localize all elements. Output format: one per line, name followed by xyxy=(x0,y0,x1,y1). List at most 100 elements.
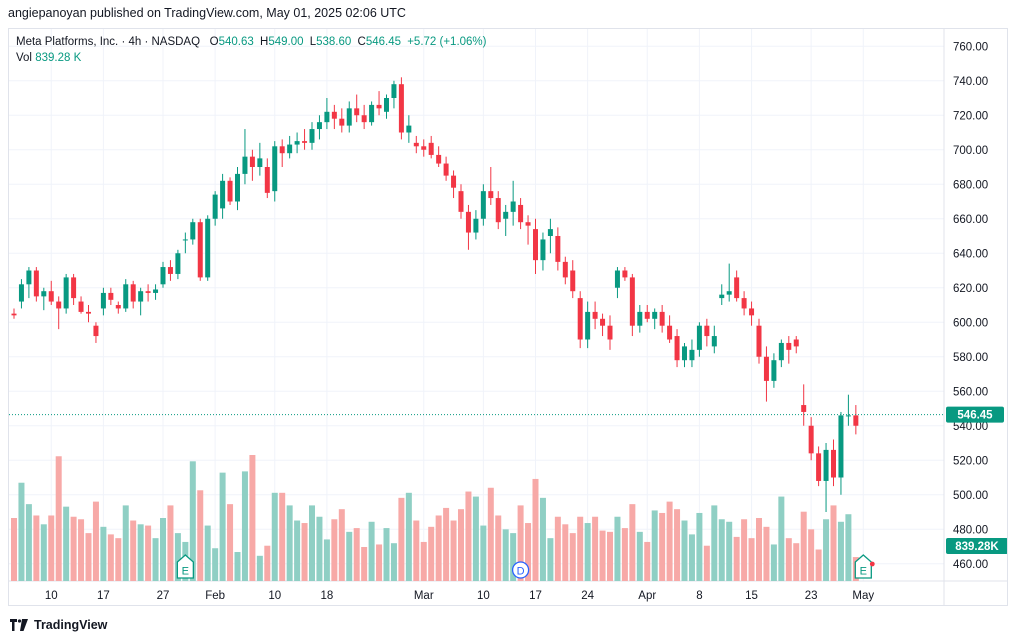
y-tick-label: 600.00 xyxy=(953,317,988,329)
candle-body xyxy=(428,142,434,155)
x-tick-label: 23 xyxy=(805,590,818,602)
publish-line: angiepanoyan published on TradingView.co… xyxy=(8,6,406,20)
candle-body xyxy=(220,180,226,209)
legend-symbol[interactable]: Meta Platforms, Inc. · 4h · NASDAQ xyxy=(16,36,201,48)
candle-body xyxy=(339,118,345,126)
last-price-tag xyxy=(946,406,1004,423)
volume-bar xyxy=(48,515,55,581)
candle-body xyxy=(540,239,546,261)
volume-bar xyxy=(577,516,584,581)
legend-vol-label: Vol xyxy=(16,52,32,64)
volume-bar xyxy=(137,524,144,581)
candle-body xyxy=(56,301,62,309)
y-tick-label: 740.00 xyxy=(953,76,988,88)
volume-bar xyxy=(390,543,397,581)
footer-brand[interactable]: TradingView xyxy=(10,618,107,632)
volume-bar xyxy=(413,520,420,581)
candle-body xyxy=(577,298,583,340)
volume-bar xyxy=(331,519,338,581)
y-tick-label: 620.00 xyxy=(953,283,988,295)
candle-body xyxy=(123,284,129,309)
candle-body xyxy=(86,311,91,314)
volume-bar xyxy=(316,516,323,581)
candle-body xyxy=(249,156,255,167)
candle-body xyxy=(704,325,710,337)
candle-body xyxy=(510,201,516,212)
candle-body xyxy=(823,449,829,481)
volume-bar xyxy=(338,509,345,581)
price-chart[interactable]: 460.00 480.00 500.00 520.00 540.00 560.00 580.… xyxy=(9,29,1007,605)
volume-bar xyxy=(703,545,710,581)
x-tick-label: Apr xyxy=(638,590,656,602)
volume-bar xyxy=(63,506,70,581)
y-tick-label: 500.00 xyxy=(953,490,988,502)
y-tick-label: 640.00 xyxy=(953,248,988,260)
legend-symbol-row: Meta Platforms, Inc. · 4h · NASDAQ O540.… xyxy=(16,34,489,50)
volume-tag-label: 839.28K xyxy=(955,541,999,553)
candle-body xyxy=(48,291,54,302)
candle-body xyxy=(696,325,702,350)
volume-bar xyxy=(122,505,129,581)
candle-body xyxy=(674,336,680,361)
volume-bar xyxy=(435,515,442,581)
volume-bar xyxy=(756,518,762,581)
candle-body xyxy=(257,158,263,167)
candle-body xyxy=(212,194,218,219)
x-tick-label: 17 xyxy=(529,590,542,602)
volume-bar xyxy=(160,518,166,581)
earnings-marker[interactable]: E xyxy=(854,554,872,579)
volume-bar xyxy=(40,524,47,581)
candle-body xyxy=(771,360,777,381)
candle-body xyxy=(26,270,32,285)
volume-bar xyxy=(659,512,666,581)
volume-bar xyxy=(465,491,472,581)
candle-body xyxy=(100,292,106,309)
candle-body xyxy=(652,311,658,319)
volume-tag xyxy=(946,538,1007,554)
candle-body xyxy=(488,191,494,199)
volume-bar xyxy=(78,519,85,581)
volume-bar xyxy=(204,525,211,581)
footer-brand-label: TradingView xyxy=(34,618,108,632)
candle-body xyxy=(115,305,121,309)
candle-body xyxy=(160,267,166,285)
volume-bar xyxy=(741,519,748,581)
candle-body xyxy=(607,325,613,340)
volume-bar xyxy=(264,545,271,581)
volume-bar xyxy=(420,541,427,581)
y-tick-label: 720.00 xyxy=(953,110,988,122)
event-marker-label: D xyxy=(517,566,525,578)
volume-bar xyxy=(666,501,673,581)
volume-bar xyxy=(443,507,450,581)
volume-bar xyxy=(115,538,122,581)
volume-bar xyxy=(197,490,204,581)
dividend-marker[interactable]: D xyxy=(511,561,530,579)
candle-body xyxy=(741,298,747,309)
event-alert-dot xyxy=(869,561,875,567)
candle-body xyxy=(547,229,553,236)
earnings-badge-shape xyxy=(854,554,872,579)
candle-body xyxy=(622,270,628,278)
volume-bar xyxy=(651,510,658,581)
y-tick-label: 680.00 xyxy=(953,179,988,191)
x-tick-label: 24 xyxy=(581,590,594,602)
legend-change: +5.72 (+1.06%) xyxy=(407,36,487,48)
candle-body xyxy=(153,289,159,293)
legend-volume-row: Vol 839.28 K xyxy=(16,50,489,66)
earnings-marker[interactable]: E xyxy=(176,554,194,579)
candle-body xyxy=(749,308,755,316)
volume-bar xyxy=(793,543,800,581)
candle-body xyxy=(734,277,740,299)
volume-bar xyxy=(748,538,755,581)
volume-bar xyxy=(189,461,196,581)
candle-body xyxy=(480,191,486,219)
volume-bar xyxy=(376,544,383,581)
volume-bar xyxy=(554,516,561,581)
candle-body xyxy=(242,156,248,174)
legend-close: 546.45 xyxy=(365,36,401,48)
volume-bar xyxy=(361,546,368,581)
volume-bar xyxy=(726,521,733,581)
volume-bar xyxy=(301,523,308,581)
candle-body xyxy=(235,173,240,202)
event-marker-label: E xyxy=(182,566,189,578)
